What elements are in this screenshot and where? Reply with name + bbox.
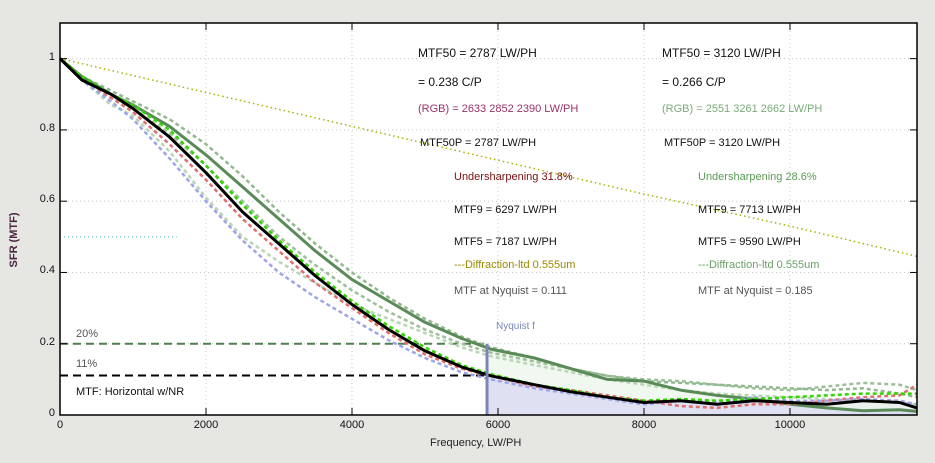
x-tick-label: 0: [56, 419, 64, 431]
set1-rgb: (RGB) = 2633 2852 2390 LW/PH: [418, 103, 579, 115]
label-20-percent: 20%: [76, 328, 99, 340]
series-line-1: [59, 57, 918, 392]
set2-cp: = 0.266 C/P: [662, 75, 726, 89]
set1-diffraction-legend: ---Diffraction-ltd 0.555um: [454, 259, 576, 271]
y-tick-label: 0.4: [39, 264, 55, 277]
set1-mtf-at-nyquist: MTF at Nyquist = 0.111: [454, 285, 567, 297]
y-tick-label: 0: [48, 407, 55, 419]
set1-undersharpening: Undersharpening 31.8%: [454, 171, 573, 183]
x-tick-label: 4000: [339, 419, 365, 431]
series-line-2: [59, 57, 918, 406]
x-axis-label: Frequency, LW/PH: [430, 437, 522, 449]
plot-frame: [59, 22, 918, 416]
nyquist-label: Nyquist f: [496, 321, 535, 332]
set1-cp: = 0.238 C/P: [418, 75, 482, 89]
set2-rgb: (RGB) = 2551 3261 2662 LW/PH: [662, 103, 823, 115]
chart-caption: MTF: Horizontal w/NR: [76, 386, 185, 398]
x-tick-label: 2000: [193, 419, 219, 431]
series-line-8: [58, 57, 918, 410]
set1-mtf9: MTF9 = 6297 LW/PH: [454, 204, 557, 216]
tick-marks: [59, 23, 917, 416]
series-layer: [58, 57, 918, 413]
y-tick-label: 0.6: [39, 193, 55, 206]
series-line-6: [59, 57, 918, 406]
y-tick-label: 1: [48, 50, 55, 63]
y-tick-label: 0.2: [39, 335, 55, 348]
set2-mtf-at-nyquist: MTF at Nyquist = 0.185: [698, 285, 813, 297]
y-tick-label: 0.8: [39, 121, 55, 134]
set2-mtf9: MTF9 = 7713 LW/PH: [698, 204, 801, 216]
series-line-0: [59, 57, 918, 258]
label-11-percent: 11%: [76, 358, 98, 370]
series-line-3: [59, 57, 918, 399]
set2-mtf50: MTF50 = 3120 LW/PH: [662, 46, 781, 60]
x-tick-label: 10000: [774, 419, 806, 431]
series-line-7: [59, 57, 917, 402]
x-tick-label: 8000: [631, 419, 657, 431]
set2-mtf50p: MTF50P = 3120 LW/PH: [664, 137, 781, 149]
x-tick-label: 6000: [485, 419, 511, 431]
set2-nyquist-fill-area: [487, 349, 917, 412]
set2-diffraction-legend: ---Diffraction-ltd 0.555um: [698, 259, 820, 271]
set1-mtf50: MTF50 = 2787 LW/PH: [418, 46, 537, 60]
set2-undersharpening: Undersharpening 28.6%: [698, 171, 817, 183]
set2-mtf5: MTF5 = 9590 LW/PH: [698, 236, 801, 248]
y-axis-label: SFR (MTF): [8, 212, 20, 268]
reference-lines: [60, 236, 488, 377]
set1-mtf50p: MTF50P = 2787 LW/PH: [420, 137, 537, 149]
set1-mtf5: MTF5 = 7187 LW/PH: [454, 236, 557, 248]
